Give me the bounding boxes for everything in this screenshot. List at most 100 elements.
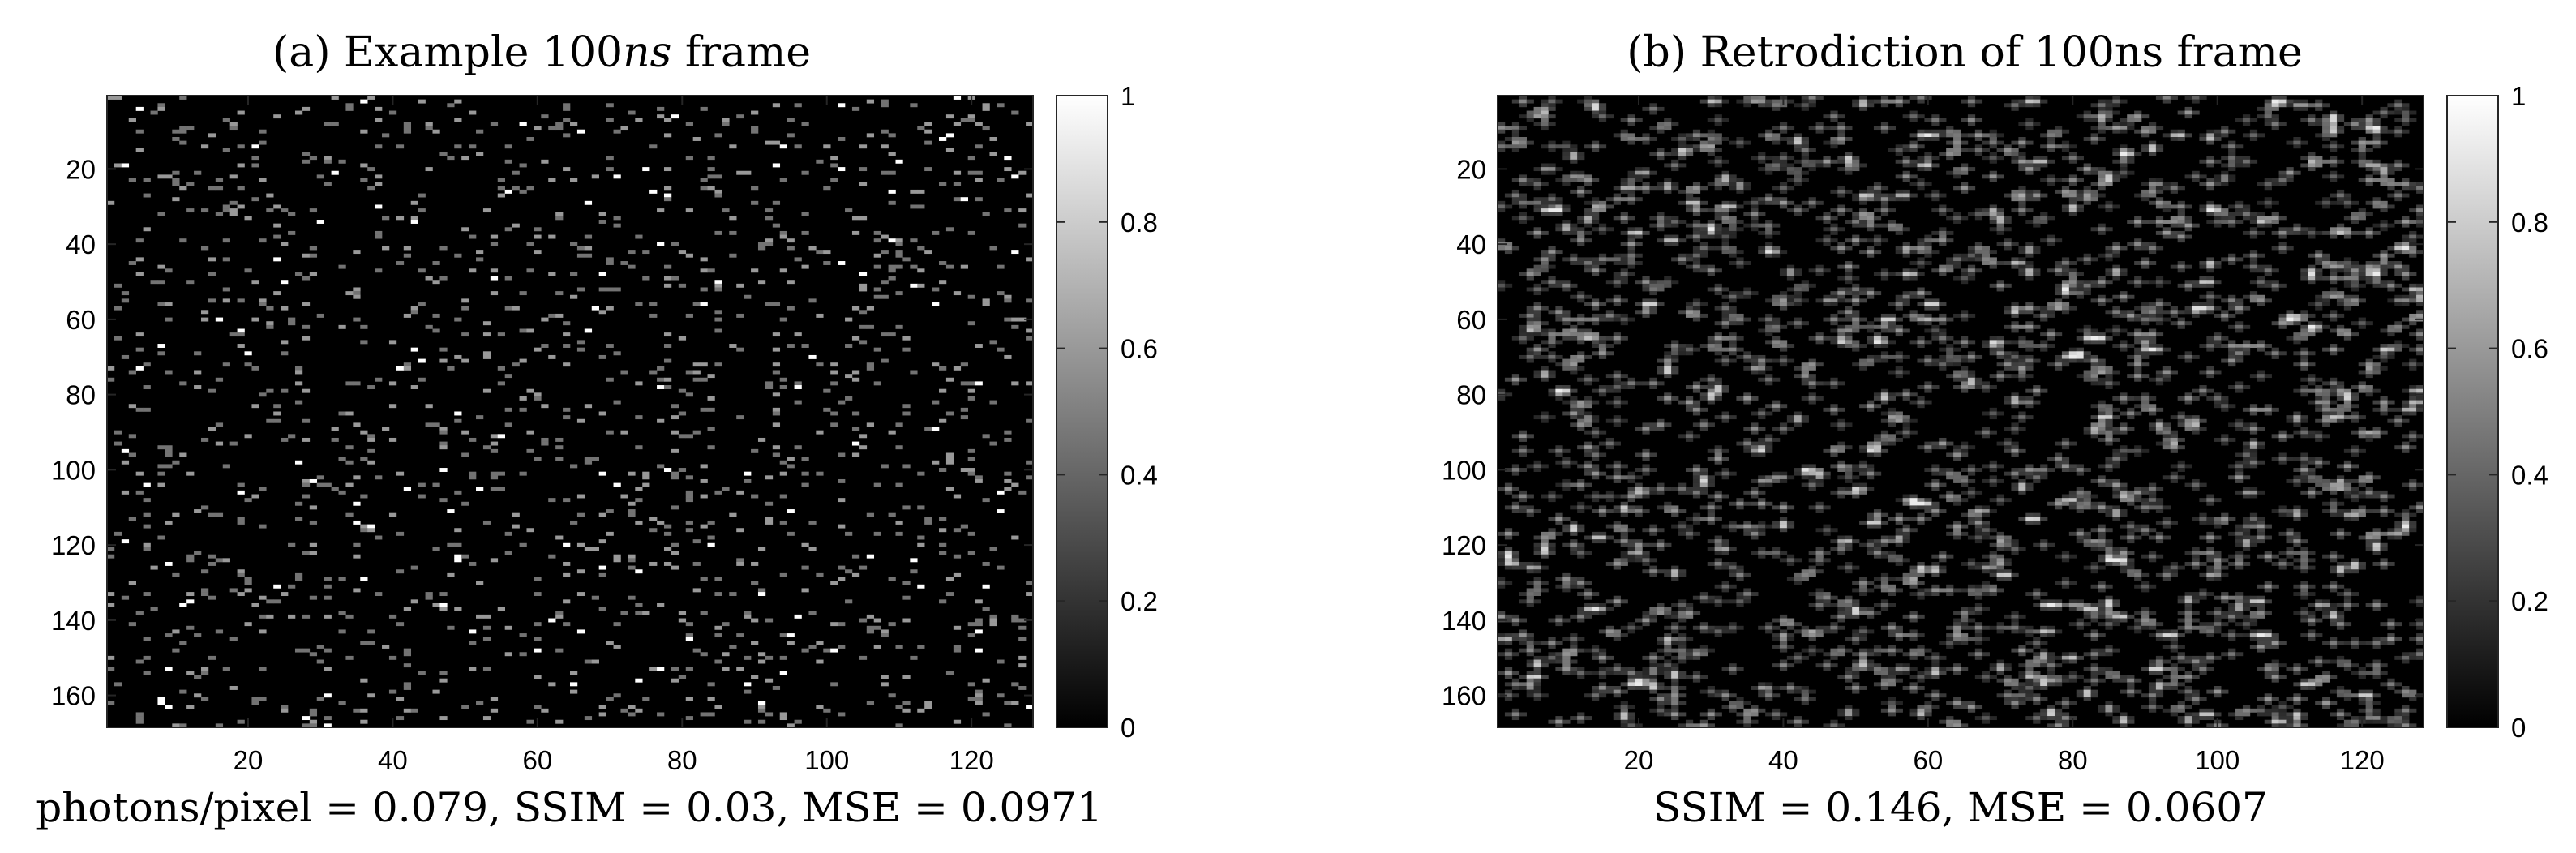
panel-a-pixel xyxy=(309,505,318,510)
panel-a-pixel xyxy=(779,144,787,149)
panel-a-pixel xyxy=(838,577,846,581)
panel-b-pixel xyxy=(1801,287,1809,292)
panel-a-pixel xyxy=(707,445,715,450)
panel-b-pixel xyxy=(1845,208,1853,213)
panel-b-pixel xyxy=(2047,140,2055,145)
panel-b-pixel xyxy=(2047,137,2055,141)
panel-b-pixel xyxy=(1974,152,1983,156)
panel-b-pixel xyxy=(2242,163,2251,168)
panel-a-pixel xyxy=(765,712,774,717)
panel-a-pixel xyxy=(895,644,903,649)
panel-b-pixel xyxy=(1758,358,1766,363)
panel-b-pixel xyxy=(1974,377,1983,382)
panel-b-pixel xyxy=(2120,328,2128,333)
panel-a-pixel xyxy=(888,152,896,156)
panel-a-pixel xyxy=(982,561,990,566)
panel-b-pixel xyxy=(2322,126,2330,131)
panel-b-pixel xyxy=(1562,287,1571,292)
panel-a-pixel xyxy=(548,313,556,318)
panel-a-pixel xyxy=(461,332,469,337)
panel-b-pixel xyxy=(1779,291,1788,296)
panel-a-pixel xyxy=(794,614,802,619)
panel-b-pixel xyxy=(2387,129,2395,134)
panel-b-pixel xyxy=(1967,370,1976,375)
panel-b-pixel xyxy=(1664,186,1672,191)
panel-b-pixel xyxy=(2278,230,2287,235)
panel-b-pixel xyxy=(2004,340,2012,345)
panel-b-pixel xyxy=(2336,197,2345,202)
panel-a-pixel xyxy=(375,144,383,149)
panel-b-pixel xyxy=(1729,178,1737,182)
panel-b-pixel xyxy=(2221,317,2229,322)
panel-b-pixel xyxy=(1685,234,1694,239)
panel-b-pixel xyxy=(1577,193,1585,198)
panel-b-pixel xyxy=(1772,246,1781,251)
panel-b-pixel xyxy=(1946,133,1954,138)
panel-a-pixel xyxy=(692,588,701,593)
panel-b-pixel xyxy=(1736,227,1744,232)
panel-b-pixel xyxy=(2004,283,2012,288)
panel-a-pixel xyxy=(454,253,462,258)
panel-b-pixel xyxy=(1548,99,1556,104)
panel-b-pixel xyxy=(1902,144,1910,149)
panel-b-pixel xyxy=(2330,272,2338,276)
panel-b-pixel xyxy=(1591,306,1600,311)
panel-a-pixel xyxy=(200,671,209,675)
panel-b-pixel xyxy=(2409,291,2417,296)
panel-a-pixel xyxy=(469,437,477,442)
panel-b-pixel xyxy=(1772,197,1781,202)
panel-b-pixel xyxy=(2365,362,2373,367)
panel-b-pixel xyxy=(1729,223,1737,228)
panel-b-pixel xyxy=(2293,362,2301,367)
panel-b-pixel xyxy=(2394,261,2402,265)
panel-b-pixel xyxy=(2025,264,2034,269)
panel-b-pixel xyxy=(1772,230,1781,235)
panel-b-pixel xyxy=(2387,193,2395,198)
panel-a-pixel xyxy=(425,595,433,600)
panel-b-pixel xyxy=(1519,103,1527,108)
panel-b-pixel xyxy=(1859,96,1867,100)
panel-b-pixel xyxy=(2380,268,2388,273)
panel-b-pixel xyxy=(1613,261,1621,265)
panel-b-pixel xyxy=(1685,351,1694,356)
panel-a-pixel xyxy=(757,246,766,251)
panel-a-pixel xyxy=(165,464,173,469)
panel-b-pixel xyxy=(2228,253,2236,258)
panel-a-pixel xyxy=(859,324,868,329)
panel-b-pixel xyxy=(1627,200,1635,205)
panel-b-pixel xyxy=(2141,374,2150,379)
panel-b-pixel xyxy=(1664,374,1672,379)
panel-b-pixel xyxy=(1902,193,1910,198)
panel-a-pixel xyxy=(302,302,311,306)
panel-b-pixel xyxy=(1591,178,1600,182)
panel-b-pixel xyxy=(2184,234,2192,239)
panel-a-pixel xyxy=(107,655,115,660)
panel-b-pixel xyxy=(2380,366,2388,371)
panel-b-pixel xyxy=(2343,268,2352,273)
panel-b-pixel xyxy=(1852,223,1860,228)
panel-b-pixel xyxy=(2365,261,2373,265)
panel-b-pixel xyxy=(1685,302,1694,306)
panel-a-pixel xyxy=(504,159,512,164)
panel-b-pixel xyxy=(1699,208,1708,213)
panel-b-pixel xyxy=(1888,208,1896,213)
panel-a-pixel xyxy=(1026,122,1034,126)
panel-b-pixel xyxy=(2394,340,2402,345)
panel-a-pixel xyxy=(751,268,759,273)
panel-b-pixel xyxy=(2387,344,2395,348)
panel-b-pixel xyxy=(2372,276,2381,281)
panel-b-pixel xyxy=(2380,280,2388,285)
panel-b-pixel xyxy=(1555,197,1563,202)
panel-a-pixel xyxy=(266,321,274,326)
panel-a-pixel xyxy=(541,317,549,322)
panel-b-pixel xyxy=(1880,328,1889,333)
panel-a-pixel xyxy=(714,705,722,709)
panel-b-pixel xyxy=(1584,182,1592,186)
panel-a-pixel xyxy=(172,512,180,517)
panel-b-pixel xyxy=(2061,280,2070,285)
panel-b-pixel xyxy=(1605,204,1614,209)
panel-b-pixel xyxy=(1533,370,1541,375)
panel-b-pixel xyxy=(1714,287,1722,292)
panel-a-pixel xyxy=(953,197,962,202)
panel-a-pixel xyxy=(418,377,426,382)
